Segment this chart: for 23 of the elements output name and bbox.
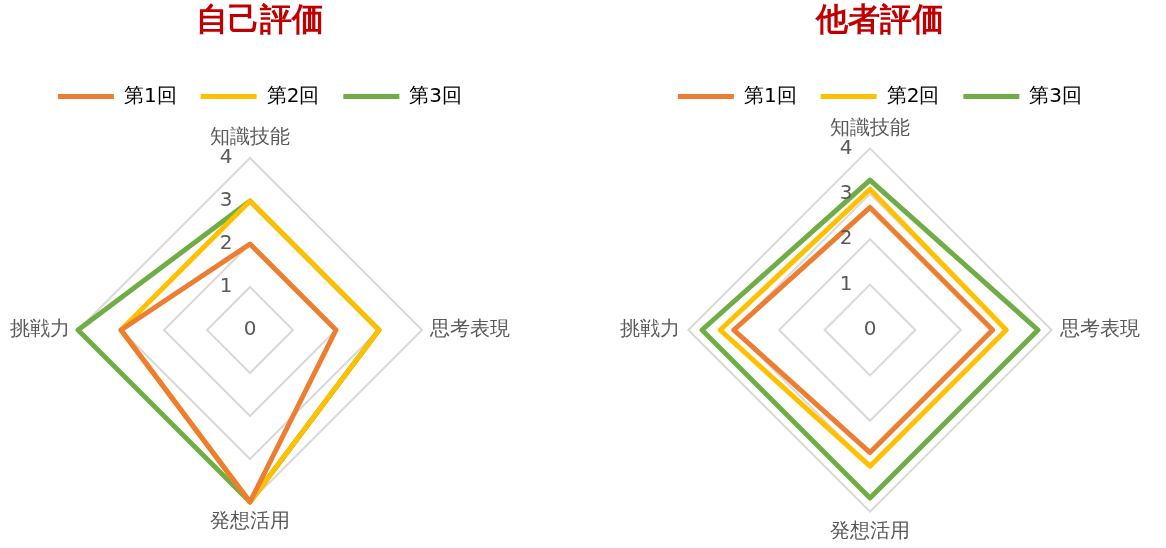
chart-title: 自己評価 [196,0,324,38]
y-tick-label: 2 [219,230,233,255]
spoke-label: 知識技能 [210,124,290,149]
legend-label: 第1回 [743,82,797,107]
legend-label: 第3回 [409,82,463,107]
legend-label: 第3回 [1029,82,1083,107]
spoke-label: 挑戦力 [620,316,681,341]
spoke-label: 発想活用 [210,508,290,533]
spoke-label: 思考表現 [1058,316,1140,341]
legend-label: 第2回 [266,82,320,107]
y-tick-label: 0 [863,316,877,341]
legend-label: 第2回 [886,82,940,107]
spoke-label: 発想活用 [830,517,910,542]
y-tick-label: 2 [839,225,853,250]
spoke-label: 挑戦力 [10,316,70,341]
y-tick-label: 3 [839,180,853,204]
chart-title: 他者評価 [815,0,944,38]
y-tick-label: 1 [219,273,233,298]
y-tick-label: 1 [839,270,853,295]
spoke-label: 思考表現 [429,316,510,341]
y-tick-label: 0 [243,316,257,341]
legend-label: 第1回 [123,82,177,107]
y-tick-label: 3 [219,187,233,212]
